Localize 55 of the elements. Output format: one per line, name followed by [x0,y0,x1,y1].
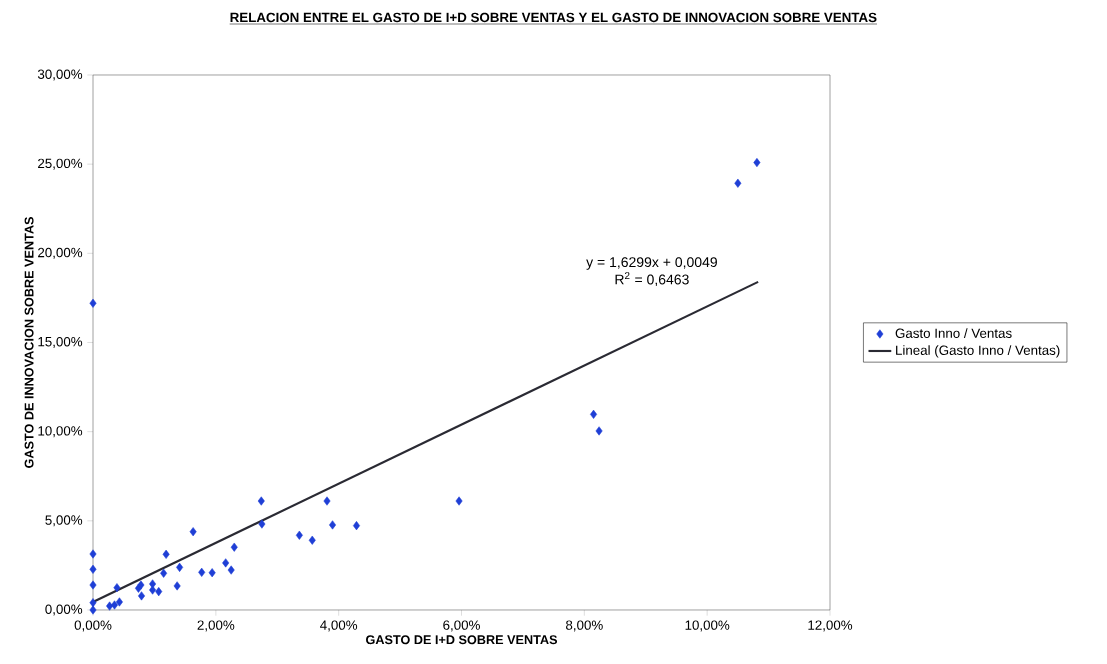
point [89,549,97,559]
point [308,535,316,545]
y-tick-label: 30,00% [37,69,83,81]
x-tick-label: 0,00% [74,620,112,632]
point [295,530,303,540]
point [753,158,761,168]
chart-title: RELACION ENTRE EL GASTO DE I+D SOBRE VENTAS Y EL GASTO DE INNOVACION SOBRE VENTAS [230,12,877,23]
point [173,581,181,591]
x-tick-label: 10,00% [685,620,730,632]
point [162,549,170,559]
y-tick-label: 20,00% [38,247,83,259]
point [189,527,197,537]
point [149,585,157,595]
x-tick-label: 6,00% [443,620,480,632]
x-tick-label: 8,00% [566,620,603,632]
point [198,567,206,577]
annotation: y = 1,6299x + 0,0049 [586,257,717,270]
annotation: R$^{2}$ = 0,6463 [615,272,689,287]
point [115,597,123,607]
x-tick-label: 2,00% [197,620,235,632]
y-tick-label: 0,00% [45,604,83,616]
legend-label: Lineal (Gasto Inno / Ventas) [896,345,1060,358]
point [111,600,118,610]
point [323,496,331,506]
legend-label: Gasto Inno / Ventas [895,328,1012,338]
y-tick-label: 5,00% [45,515,83,527]
point [208,568,216,578]
y-tick-label: 15,00% [38,336,83,349]
x-tick-label: 4,00% [320,620,358,632]
point [230,542,238,552]
point [353,521,360,531]
point [455,496,463,506]
y-axis-title: GASTO DE INNOVACION SOBRE VENTAS [24,217,34,468]
x-tick-label: 12,00% [808,620,853,632]
point [595,426,603,436]
y-tick-label: 10,00% [38,426,83,438]
point [734,178,742,188]
point [113,583,121,593]
point [222,558,230,568]
y-tick-label: 25,00% [38,158,83,170]
point [89,580,97,590]
point [329,520,336,530]
point [160,568,168,578]
point [138,591,145,601]
point [89,564,97,574]
point [89,298,97,308]
point [258,519,266,529]
point [155,587,163,597]
point [89,605,97,615]
point [176,562,184,572]
point [590,409,598,419]
x-axis-title: GASTO DE I+D SOBRE VENTAS [366,635,558,645]
point [106,601,114,611]
point [257,496,265,506]
point [227,565,235,575]
